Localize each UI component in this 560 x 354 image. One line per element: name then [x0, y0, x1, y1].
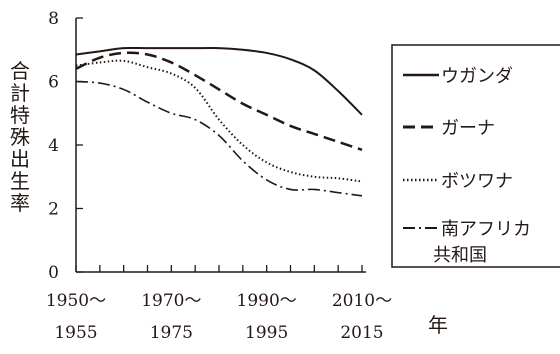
series-line-3 [75, 80, 363, 197]
series-line-0 [75, 46, 363, 116]
y-tick-label: 8 [48, 9, 59, 29]
y-ticks: 0 2 4 6 8 [48, 9, 83, 283]
y-tick-label: 6 [48, 73, 59, 93]
x-tick-label-end-year: 1975 [150, 323, 193, 343]
x-tick-label-end-year: 1995 [245, 323, 288, 343]
legend-box [391, 44, 560, 268]
x-tick-label-end-year: 1955 [54, 323, 97, 343]
x-ticks [75, 265, 363, 272]
series-lines [75, 46, 363, 197]
legend-label-3: 南アフリカ [441, 219, 531, 240]
series-line-2 [75, 59, 363, 183]
y-axis-label: 合計特殊出生率 [10, 59, 30, 215]
x-tick-label-period: 1970〜 [141, 291, 201, 311]
legend-label-3: 共和国 [433, 245, 487, 266]
x-tick-label-end-year: 2015 [340, 323, 383, 343]
x-tick-labels: 1950〜 1955 1970〜 1975 1990〜 1995 2010〜 2015 [46, 291, 392, 343]
legend-label-0: ウガンダ [441, 66, 513, 87]
series-line-1 [75, 51, 363, 151]
y-tick-label: 2 [48, 200, 59, 220]
x-tick-label-period: 1950〜 [46, 291, 106, 311]
x-tick-label-period: 2010〜 [332, 291, 392, 311]
x-tick-label-period: 1990〜 [237, 291, 297, 311]
y-tick-label: 0 [48, 263, 59, 283]
y-tick-label: 4 [48, 136, 59, 156]
legend-label-1: ガーナ [441, 118, 495, 139]
x-axis-label: 年 [428, 313, 448, 337]
legend-label-2: ボツワナ [441, 171, 513, 192]
